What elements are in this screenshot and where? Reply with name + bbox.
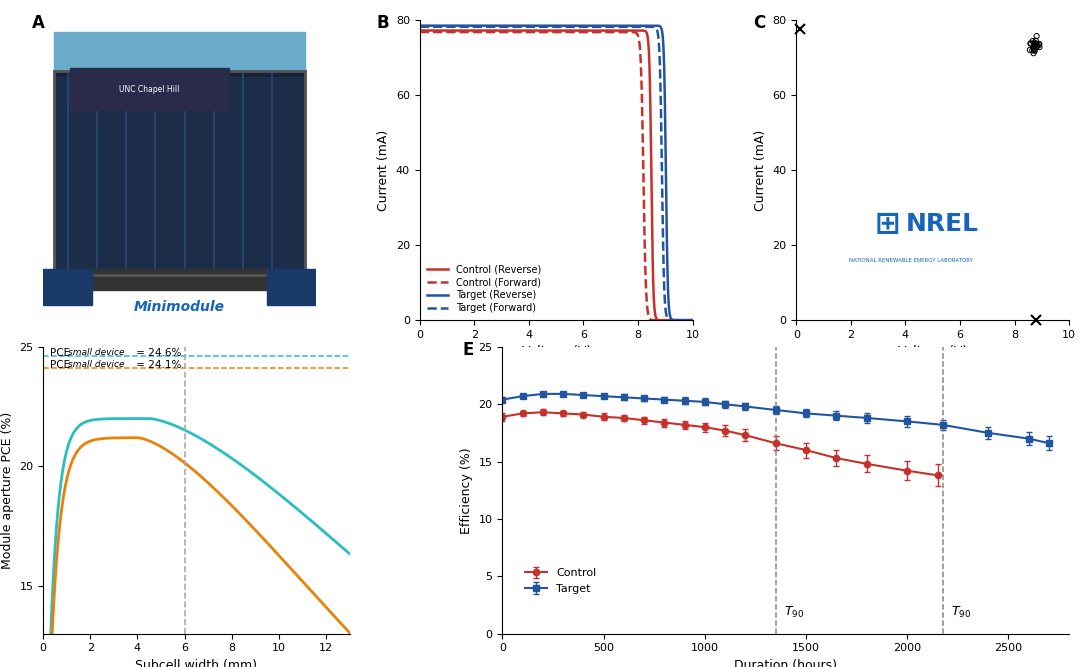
Target (Reverse)	[543, 21, 556, 29]
Control (Reverse)	[414, 27, 427, 35]
Control (Forward)	[414, 28, 427, 36]
Target (Reverse)	[576, 21, 589, 29]
Target (Reverse)	[544, 21, 557, 29]
Bar	[54, 71, 306, 275]
Bar	[70, 68, 229, 110]
Point	[1026, 41, 1043, 51]
Line: Control (Forward): Control (Forward)	[420, 32, 692, 320]
Point	[1030, 39, 1048, 49]
Point	[1025, 39, 1042, 50]
Text: PCE: PCE	[50, 360, 70, 370]
Target (Forward)	[561, 23, 573, 31]
Text: B: B	[376, 14, 389, 32]
Legend: Control, Target: Control, Target	[519, 563, 602, 600]
X-axis label: Subcell width (mm): Subcell width (mm)	[135, 659, 257, 667]
Control (Forward)	[544, 28, 557, 36]
Text: Minimodule: Minimodule	[134, 300, 225, 314]
Point	[1028, 41, 1045, 52]
Point	[1024, 36, 1041, 47]
Text: NREL: NREL	[905, 212, 978, 236]
Point	[1022, 45, 1039, 55]
Control (Reverse)	[543, 27, 556, 35]
Control (Reverse)	[561, 27, 573, 35]
Text: small device: small device	[68, 348, 124, 358]
Line: Target (Forward): Target (Forward)	[420, 27, 692, 320]
Y-axis label: Efficiency (%): Efficiency (%)	[460, 447, 473, 534]
Target (Forward)	[576, 23, 589, 31]
Text: E: E	[462, 341, 474, 359]
Text: $T_{90}$: $T_{90}$	[950, 605, 971, 620]
Point	[1022, 38, 1039, 49]
Bar	[267, 269, 316, 305]
Point	[1023, 38, 1040, 49]
Text: = 24.1%: = 24.1%	[133, 360, 181, 370]
Target (Forward)	[686, 316, 699, 324]
Line: Control (Reverse): Control (Reverse)	[420, 31, 692, 320]
Bar	[54, 32, 306, 74]
Point	[1030, 42, 1048, 53]
Point	[1024, 45, 1041, 56]
Control (Forward)	[637, 172, 650, 180]
Text: PCE: PCE	[50, 348, 70, 358]
Control (Reverse)	[544, 27, 557, 35]
Target (Reverse)	[686, 316, 699, 324]
Y-axis label: Current (mA): Current (mA)	[377, 129, 390, 211]
Text: NATIONAL RENEWABLE ENERGY LABORATORY: NATIONAL RENEWABLE ENERGY LABORATORY	[849, 257, 973, 263]
Y-axis label: Current (mA): Current (mA)	[754, 129, 767, 211]
Target (Reverse)	[414, 21, 427, 29]
Text: $T_{90}$: $T_{90}$	[784, 605, 804, 620]
Bar	[54, 77, 306, 269]
Point	[1028, 31, 1045, 41]
Target (Forward)	[663, 316, 676, 324]
Bar	[54, 71, 306, 275]
Line: Target (Reverse): Target (Reverse)	[420, 25, 692, 320]
Control (Forward)	[680, 316, 693, 324]
Control (Forward)	[686, 316, 699, 324]
Target (Forward)	[414, 23, 427, 31]
Control (Forward)	[644, 316, 657, 324]
Text: small device: small device	[68, 360, 124, 370]
Text: UNC Chapel Hill: UNC Chapel Hill	[120, 85, 179, 93]
Point	[1026, 37, 1043, 48]
Control (Reverse)	[680, 316, 693, 324]
Text: ⊞: ⊞	[875, 209, 900, 239]
Bar	[43, 269, 92, 305]
Target (Reverse)	[680, 316, 693, 324]
Control (Reverse)	[686, 316, 699, 324]
Target (Reverse)	[637, 21, 650, 29]
Point	[1030, 39, 1048, 50]
Point	[1028, 39, 1045, 49]
Point	[1028, 41, 1045, 51]
Control (Reverse)	[576, 27, 589, 35]
X-axis label: Voltage (V): Voltage (V)	[522, 346, 591, 358]
Target (Reverse)	[561, 21, 573, 29]
Control (Forward)	[543, 28, 556, 36]
Legend: Control (Reverse), Control (Forward), Target (Reverse), Target (Forward): Control (Reverse), Control (Forward), Ta…	[424, 263, 543, 315]
Point	[1025, 48, 1042, 59]
Target (Forward)	[544, 23, 557, 31]
Y-axis label: Module aperture PCE (%): Module aperture PCE (%)	[1, 412, 14, 569]
Point	[1027, 38, 1044, 49]
Point	[1026, 45, 1043, 56]
Text: = 24.6%: = 24.6%	[133, 348, 181, 358]
Control (Forward)	[561, 28, 573, 36]
Target (Forward)	[543, 23, 556, 31]
Point	[1025, 44, 1042, 55]
Target (Reverse)	[667, 316, 680, 324]
X-axis label: Duration (hours): Duration (hours)	[734, 659, 837, 667]
Control (Reverse)	[652, 316, 665, 324]
Target (Forward)	[637, 23, 650, 31]
Bar	[54, 269, 306, 290]
Target (Forward)	[680, 316, 693, 324]
Text: A: A	[32, 14, 45, 32]
Control (Reverse)	[637, 27, 650, 35]
Text: C: C	[753, 14, 765, 32]
Point	[1026, 44, 1043, 55]
Control (Forward)	[576, 28, 589, 36]
Point	[1025, 42, 1042, 53]
Point	[1027, 35, 1044, 46]
X-axis label: Voltage (V): Voltage (V)	[899, 346, 968, 358]
